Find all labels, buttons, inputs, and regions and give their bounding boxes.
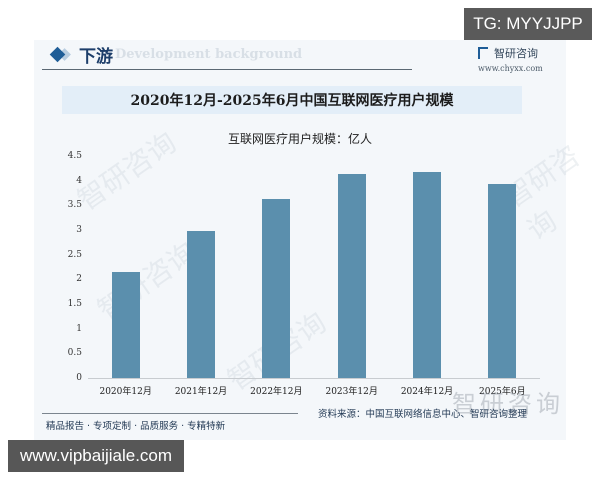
y-tick-label: 1 <box>76 323 82 334</box>
bar <box>488 184 517 378</box>
brand-watermark: 智研咨询 <box>452 390 564 418</box>
brand-url: www.chyxx.com <box>478 64 543 73</box>
y-tick-label: 0 <box>76 373 82 383</box>
source-note: 资料来源：中国互联网络信息中心、智研咨询整理 <box>318 409 528 420</box>
section-header: 下游 Development background <box>49 42 303 67</box>
tg-badge: TG: MYYJJPP <box>464 8 592 40</box>
y-tick-label: 3 <box>76 225 82 235</box>
chart-title-box: 2020年12月-2025年6月中国互联网医疗用户规模 <box>62 86 522 114</box>
diamond-icon <box>49 46 66 63</box>
x-axis-line <box>88 378 540 379</box>
section-title: 下游 <box>79 47 113 67</box>
x-tick-label: 2024年12月 <box>400 387 454 397</box>
y-tick-label: 2.5 <box>67 249 82 260</box>
header-divider <box>42 69 412 70</box>
y-tick-label: 1.5 <box>67 299 82 309</box>
y-tick-label: 4.5 <box>67 151 82 161</box>
section-subtitle: Development background <box>115 47 303 62</box>
y-tick-label: 4 <box>76 175 82 186</box>
y-tick-label: 2 <box>76 274 82 285</box>
bar <box>187 230 215 378</box>
brand-logo-icon <box>478 47 488 59</box>
x-tick-label: 2023年12月 <box>325 387 378 397</box>
url-badge: www.vipbaijiale.com <box>8 440 184 472</box>
legend-label: 互联网医疗用户规模：亿人 <box>227 132 372 146</box>
y-tick-label: 0.5 <box>67 348 82 359</box>
x-tick-label: 2022年12月 <box>250 387 303 397</box>
x-tick-label: 2025年6月 <box>479 387 526 397</box>
x-tick-label: 2021年12月 <box>174 387 228 397</box>
x-tick-label: 2020年12月 <box>99 387 152 397</box>
bar <box>262 198 291 378</box>
bar <box>111 271 140 378</box>
bar <box>337 173 366 378</box>
brand-name: 智研咨询 <box>494 47 538 60</box>
bar <box>413 171 441 378</box>
y-tick-label: 3.5 <box>67 200 82 211</box>
brand: 智研咨询 www.chyxx.com <box>478 45 543 73</box>
footer-divider <box>42 413 298 414</box>
footer-tagline: 精品报告 · 专项定制 · 品质服务 · 专精特新 <box>46 421 226 432</box>
chart-title: 2020年12月-2025年6月中国互联网医疗用户规模 <box>130 93 454 109</box>
